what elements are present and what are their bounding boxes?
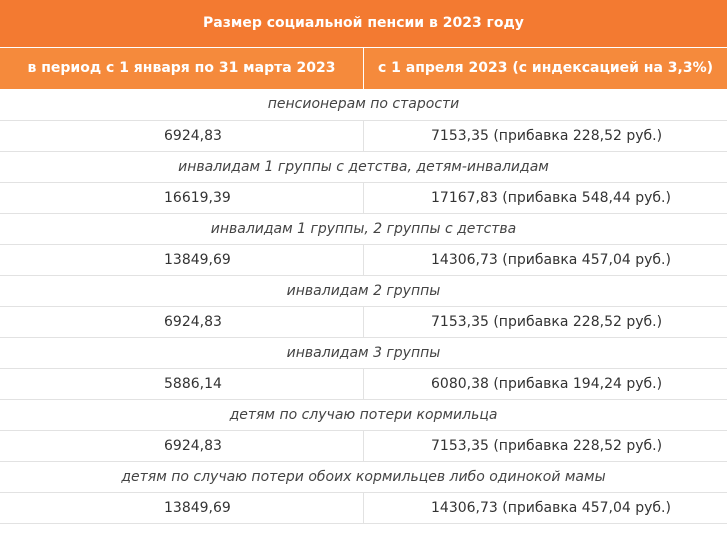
value-row: 16619,39 17167,83 (прибавка 548,44 руб.) <box>0 182 727 214</box>
value-row: 6924,83 7153,35 (прибавка 228,52 руб.) <box>0 120 727 152</box>
value-before: 13849,69 <box>0 244 364 276</box>
category-label: инвалидам 3 группы <box>0 337 727 369</box>
category-row: детям по случаю потери кормильца <box>0 399 727 431</box>
value-after: 6080,38 (прибавка 194,24 руб.) <box>363 368 727 400</box>
value-row: 13849,69 14306,73 (прибавка 457,04 руб.) <box>0 492 727 524</box>
column-header-row: в период с 1 января по 31 марта 2023 с 1… <box>0 47 727 89</box>
category-row: инвалидам 3 группы <box>0 337 727 369</box>
table-title: Размер социальной пенсии в 2023 году <box>0 0 727 48</box>
category-row: инвалидам 1 группы, 2 группы с детства <box>0 213 727 245</box>
value-after: 7153,35 (прибавка 228,52 руб.) <box>363 120 727 152</box>
value-after: 17167,83 (прибавка 548,44 руб.) <box>363 182 727 214</box>
column-header-after: с 1 апреля 2023 (с индексацией на 3,3%) <box>363 47 727 89</box>
value-before: 16619,39 <box>0 182 364 214</box>
column-header-before: в период с 1 января по 31 марта 2023 <box>0 47 364 89</box>
category-row: пенсионерам по старости <box>0 89 727 121</box>
category-row: детям по случаю потери обоих кормильцев … <box>0 461 727 493</box>
category-row: инвалидам 2 группы <box>0 275 727 307</box>
category-label: пенсионерам по старости <box>0 89 727 121</box>
category-label: инвалидам 2 группы <box>0 275 727 307</box>
value-row: 6924,83 7153,35 (прибавка 228,52 руб.) <box>0 306 727 338</box>
value-before: 6924,83 <box>0 306 364 338</box>
value-after: 14306,73 (прибавка 457,04 руб.) <box>363 244 727 276</box>
value-before: 6924,83 <box>0 430 364 462</box>
table-title-row: Размер социальной пенсии в 2023 году <box>0 0 727 48</box>
value-after: 7153,35 (прибавка 228,52 руб.) <box>363 430 727 462</box>
value-after: 14306,73 (прибавка 457,04 руб.) <box>363 492 727 524</box>
category-label: инвалидам 1 группы, 2 группы с детства <box>0 213 727 245</box>
category-label: инвалидам 1 группы с детства, детям-инва… <box>0 151 727 183</box>
category-label: детям по случаю потери кормильца <box>0 399 727 431</box>
value-row: 6924,83 7153,35 (прибавка 228,52 руб.) <box>0 430 727 462</box>
category-label: детям по случаю потери обоих кормильцев … <box>0 461 727 493</box>
value-row: 5886,14 6080,38 (прибавка 194,24 руб.) <box>0 368 727 400</box>
value-before: 5886,14 <box>0 368 364 400</box>
value-after: 7153,35 (прибавка 228,52 руб.) <box>363 306 727 338</box>
category-row: инвалидам 1 группы с детства, детям-инва… <box>0 151 727 183</box>
value-before: 13849,69 <box>0 492 364 524</box>
value-row: 13849,69 14306,73 (прибавка 457,04 руб.) <box>0 244 727 276</box>
value-before: 6924,83 <box>0 120 364 152</box>
